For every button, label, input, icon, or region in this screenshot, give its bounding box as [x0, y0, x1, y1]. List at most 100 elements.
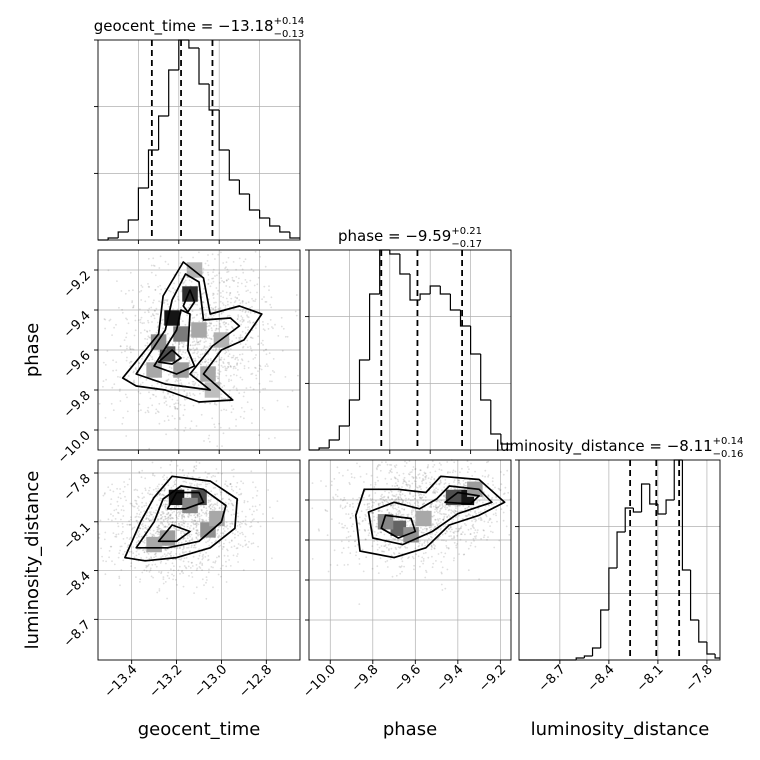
scatter-sample-point: [399, 511, 402, 514]
scatter-sample-point: [183, 408, 186, 411]
scatter-sample-point: [218, 488, 221, 491]
scatter-sample-point: [135, 550, 138, 553]
scatter-sample-point: [424, 576, 427, 579]
scatter-sample-point: [407, 497, 410, 500]
scatter-sample-point: [216, 532, 219, 535]
scatter-sample-point: [271, 557, 273, 560]
scatter-sample-point: [131, 504, 134, 507]
scatter-sample-point: [433, 511, 436, 514]
scatter-sample-point: [198, 402, 200, 405]
scatter-sample-point: [373, 486, 376, 488]
scatter-sample-point: [207, 254, 209, 256]
scatter-sample-point: [142, 549, 145, 551]
scatter-sample-point: [110, 545, 113, 548]
scatter-sample-point: [111, 334, 113, 336]
scatter-sample-point: [159, 562, 162, 564]
scatter-sample-point: [147, 406, 150, 409]
scatter-sample-point: [430, 536, 433, 539]
scatter-sample-point: [410, 499, 412, 502]
scatter-sample-point: [210, 496, 213, 498]
scatter-sample-point: [170, 387, 172, 390]
scatter-sample-point: [204, 262, 207, 265]
scatter-sample-point: [213, 509, 216, 511]
scatter-sample-point: [149, 567, 152, 570]
scatter-sample-point: [263, 408, 266, 411]
scatter-sample-point: [351, 512, 353, 515]
scatter-sample-point: [172, 308, 175, 311]
scatter-sample-point: [257, 335, 260, 338]
scatter-sample-point: [441, 504, 444, 506]
scatter-sample-point: [489, 518, 492, 520]
scatter-sample-point: [145, 517, 148, 519]
scatter-sample-point: [233, 385, 236, 388]
scatter-sample-point: [182, 572, 185, 574]
scatter-sample-point: [342, 526, 345, 529]
scatter-sample-point: [117, 504, 120, 507]
scatter-sample-point: [219, 492, 222, 494]
scatter-sample-point: [228, 393, 231, 396]
scatter-sample-point: [195, 586, 198, 589]
scatter-sample-point: [239, 309, 242, 312]
scatter-sample-point: [214, 475, 217, 478]
scatter-sample-point: [430, 535, 432, 538]
scatter-sample-point: [190, 314, 193, 316]
scatter-sample-point: [412, 477, 415, 479]
scatter-sample-point: [390, 504, 393, 506]
scatter-sample-point: [222, 432, 225, 435]
scatter-sample-point: [226, 367, 229, 370]
scatter-sample-point: [214, 494, 217, 496]
scatter-sample-point: [256, 490, 259, 492]
scatter-sample-point: [204, 346, 206, 349]
scatter-sample-point: [433, 491, 436, 493]
scatter-sample-point: [247, 360, 250, 363]
scatter-sample-point: [201, 564, 204, 566]
scatter-sample-point: [376, 465, 379, 468]
scatter-sample-point: [260, 368, 263, 371]
scatter-sample-point: [194, 382, 197, 384]
scatter-sample-point: [445, 529, 448, 532]
scatter-sample-point: [199, 353, 202, 356]
scatter-sample-point: [225, 322, 228, 324]
scatter-sample-point: [436, 523, 439, 526]
scatter-sample-point: [130, 518, 132, 521]
scatter-sample-point: [381, 496, 384, 499]
scatter-sample-point: [193, 592, 196, 594]
scatter-sample-point: [224, 325, 227, 328]
scatter-sample-point: [371, 498, 374, 501]
scatter-sample-point: [193, 484, 196, 487]
scatter-sample-point: [202, 518, 204, 521]
histogram-bin-5: [358, 359, 370, 400]
scatter-sample-point: [150, 513, 153, 516]
scatter-sample-point: [129, 348, 132, 350]
scatter-sample-point: [167, 571, 170, 574]
scatter-sample-point: [177, 569, 180, 572]
scatter-sample-point: [402, 513, 405, 516]
scatter-sample-point: [286, 335, 289, 338]
scatter-sample-point: [180, 521, 183, 523]
scatter-sample-point: [392, 495, 395, 497]
scatter-sample-point: [122, 416, 125, 419]
histogram-bin-12: [218, 110, 230, 151]
scatter-sample-point: [399, 494, 402, 496]
scatter-sample-point: [487, 494, 490, 496]
scatter-sample-point: [152, 257, 155, 260]
scatter-sample-point: [166, 476, 169, 479]
scatter-sample-point: [183, 516, 186, 519]
scatter-sample-point: [366, 498, 369, 501]
scatter-sample-point: [217, 307, 220, 310]
histogram-bin-18: [490, 400, 501, 435]
scatter-sample-point: [239, 302, 242, 305]
scatter-sample-point: [450, 535, 452, 537]
scatter-sample-point: [406, 524, 408, 527]
scatter-sample-point: [223, 321, 226, 323]
scatter-sample-point: [136, 512, 139, 515]
scatter-sample-point: [441, 589, 444, 591]
scatter-sample-point: [472, 537, 475, 540]
scatter-sample-point: [152, 529, 155, 532]
scatter-sample-point: [367, 522, 370, 525]
scatter-sample-point: [138, 362, 141, 364]
density-cell-7: [146, 362, 162, 378]
scatter-sample-point: [392, 552, 395, 554]
scatter-sample-point: [399, 496, 402, 499]
scatter-sample-point: [207, 325, 210, 327]
